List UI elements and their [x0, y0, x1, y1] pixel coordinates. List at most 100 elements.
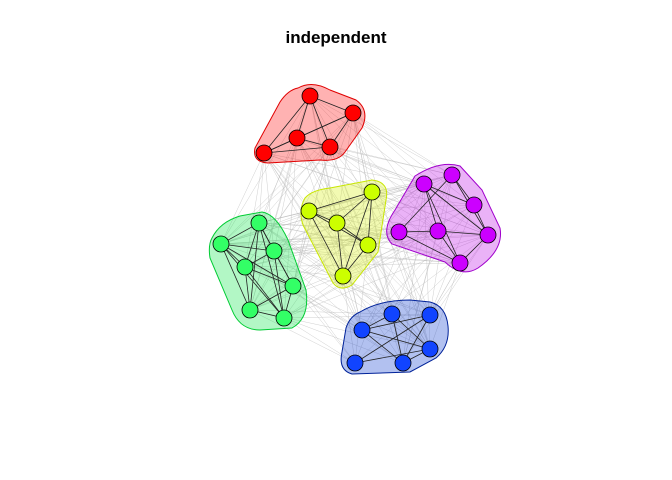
- inter-edge: [371, 191, 461, 264]
- inter-edge: [263, 152, 275, 252]
- node-red-1: [344, 104, 362, 122]
- node-green-6: [275, 309, 293, 327]
- node-blue-3: [421, 340, 439, 358]
- inter-edge: [283, 191, 373, 319]
- inter-edge: [220, 112, 354, 245]
- inter-edge: [402, 183, 425, 364]
- intra-edge-blue: [361, 329, 404, 364]
- inter-edge: [361, 204, 475, 331]
- community-hulls: [208, 84, 502, 375]
- inter-edge: [342, 204, 475, 277]
- node-green-2: [265, 242, 283, 260]
- node-purple-5: [479, 226, 497, 244]
- intra-edge-blue: [354, 348, 431, 364]
- node-blue-4: [346, 354, 364, 372]
- inter-edge: [273, 250, 431, 316]
- node-purple-1: [443, 166, 461, 184]
- inter-edge: [258, 222, 400, 233]
- node-blue-1: [421, 306, 439, 324]
- inter-edge: [244, 191, 373, 268]
- inter-edge: [249, 309, 356, 364]
- inter-edge: [429, 204, 475, 316]
- node-green-3: [236, 258, 254, 276]
- inter-edge: [283, 314, 431, 319]
- intra-edge-green: [244, 266, 294, 287]
- intra-edge-green: [220, 243, 251, 311]
- intra-edge-green: [258, 222, 285, 319]
- inter-edge: [244, 262, 461, 268]
- intra-edge-purple: [398, 231, 461, 264]
- inter-edge: [258, 222, 344, 277]
- inter-edge: [273, 234, 489, 252]
- inter-edge: [263, 152, 425, 185]
- inter-edge: [292, 112, 354, 287]
- inter-edge: [258, 152, 265, 224]
- node-red-4: [255, 144, 273, 162]
- node-yellow-2: [328, 214, 346, 232]
- inter-edge: [308, 210, 363, 331]
- inter-edge: [352, 112, 369, 246]
- intra-edge-purple: [398, 174, 453, 233]
- inter-edge: [402, 230, 439, 364]
- intra-edge-green: [220, 243, 285, 319]
- inter-edge: [292, 285, 356, 364]
- node-blue-5: [394, 354, 412, 372]
- inter-edge: [220, 174, 453, 245]
- inter-edge: [244, 266, 363, 331]
- inter-edge: [273, 250, 431, 350]
- node-purple-2: [465, 196, 483, 214]
- node-red-3: [321, 138, 339, 156]
- node-yellow-0: [363, 183, 381, 201]
- intra-edge-yellow: [308, 210, 344, 277]
- intra-edge-purple: [423, 183, 489, 236]
- node-blue-0: [383, 305, 401, 323]
- node-yellow-3: [359, 236, 377, 254]
- node-green-1: [212, 235, 230, 253]
- node-purple-4: [429, 222, 447, 240]
- inter-edge: [336, 112, 354, 224]
- inter-edge: [220, 152, 265, 245]
- intra-edge-yellow: [336, 222, 344, 277]
- node-green-4: [284, 277, 302, 295]
- intra-edge-green: [273, 250, 285, 319]
- inter-edge: [258, 222, 461, 264]
- inter-community-edges: [220, 95, 489, 364]
- inter-edge: [371, 174, 453, 193]
- intra-edge-red: [263, 146, 331, 154]
- inter-edge: [352, 112, 475, 206]
- inter-edge: [371, 183, 425, 193]
- inter-edge: [220, 146, 331, 245]
- node-yellow-1: [300, 202, 318, 220]
- inter-edge: [367, 244, 431, 350]
- inter-edge: [273, 250, 461, 264]
- inter-edge: [329, 146, 393, 315]
- inter-edge: [308, 210, 431, 350]
- inter-edge: [342, 275, 356, 364]
- inter-edge: [244, 231, 400, 268]
- inter-edge: [258, 137, 298, 224]
- inter-edge: [263, 152, 363, 331]
- node-yellow-4: [334, 267, 352, 285]
- inter-edge: [283, 230, 439, 319]
- hull-blue: [340, 299, 449, 375]
- node-green-5: [241, 301, 259, 319]
- inter-edge: [292, 183, 425, 287]
- inter-edge: [296, 137, 363, 331]
- inter-edge: [296, 137, 461, 264]
- intra-edge-red: [309, 95, 331, 148]
- inter-edge: [352, 112, 373, 193]
- inter-edge: [429, 234, 489, 316]
- inter-edge: [336, 222, 461, 264]
- inter-edge: [296, 137, 338, 224]
- inter-edge: [391, 204, 475, 315]
- inter-edge: [273, 250, 356, 364]
- inter-edge: [273, 230, 439, 252]
- hull-purple: [386, 163, 502, 273]
- inter-edge: [292, 285, 404, 364]
- inter-edge: [258, 183, 425, 224]
- intra-edge-purple: [423, 183, 475, 206]
- inter-edge: [352, 112, 453, 176]
- inter-edge: [263, 152, 393, 315]
- intra-edge-purple: [423, 183, 461, 264]
